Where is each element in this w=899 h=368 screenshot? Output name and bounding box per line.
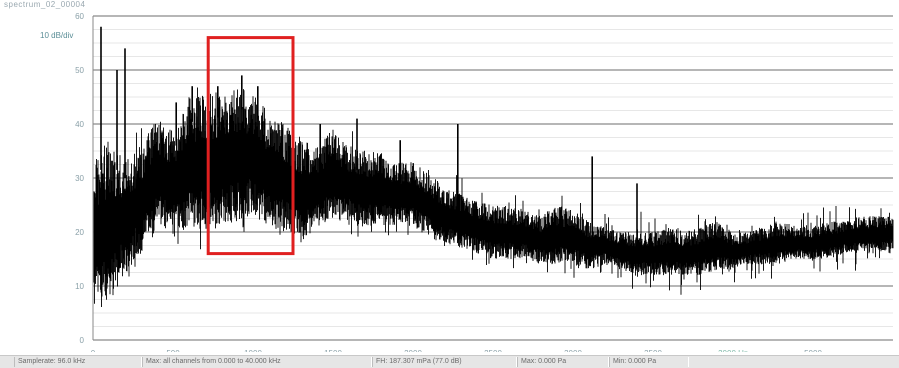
x-tick-label: 0 bbox=[91, 349, 96, 352]
status-cell: FH: 187.307 mPa (77.0 dB) bbox=[372, 357, 517, 367]
y-tick-label: 0 bbox=[80, 336, 85, 345]
x-tick-label: 1500 bbox=[324, 349, 342, 352]
x-tick-label: 5000 bbox=[804, 349, 822, 352]
highlight-rectangle bbox=[206, 36, 295, 256]
x-tick-label: 2500 bbox=[484, 349, 502, 352]
x-tick-label: 2000 bbox=[404, 349, 422, 352]
status-bar: Samplerate: 96.0 kHz Max: all channels fr… bbox=[0, 355, 899, 368]
status-cell: Max: all channels from 0.000 to 40.000 k… bbox=[142, 357, 372, 367]
spectrum-trace bbox=[93, 26, 894, 307]
x-tick-label: 1000 bbox=[244, 349, 262, 352]
y-tick-label: 50 bbox=[75, 66, 84, 75]
y-tick-label: 20 bbox=[75, 228, 84, 237]
y-axis-ticks: 0 10 20 30 40 50 60 bbox=[75, 12, 84, 345]
x-tick-label: 3500 bbox=[644, 349, 662, 352]
status-cell: Max: 0.000 Pa bbox=[517, 357, 609, 367]
y-tick-label: 40 bbox=[75, 120, 84, 129]
x-tick-label: 3000 Hz bbox=[718, 349, 748, 352]
spectrum-chart[interactable]: 0 10 20 30 40 50 60 0 500 1000 1500 2000 2500 3000 35… bbox=[0, 0, 899, 352]
y-unit-label: 10 dB/div bbox=[40, 31, 73, 40]
x-tick-label: 3000 bbox=[564, 349, 582, 352]
spectrum-body bbox=[93, 87, 894, 307]
y-tick-label: 10 bbox=[75, 282, 84, 291]
status-cell: Samplerate: 96.0 kHz bbox=[14, 357, 142, 367]
y-tick-label: 30 bbox=[75, 174, 84, 183]
status-cell: Min: 0.000 Pa bbox=[609, 357, 689, 367]
window-title: spectrum_02_00004 bbox=[4, 0, 86, 9]
x-axis-ticks: 0 500 1000 1500 2000 2500 3000 3500 3000 Hz 5000 bbox=[91, 349, 823, 352]
x-tick-label: 500 bbox=[166, 349, 180, 352]
y-tick-label: 60 bbox=[75, 12, 84, 21]
